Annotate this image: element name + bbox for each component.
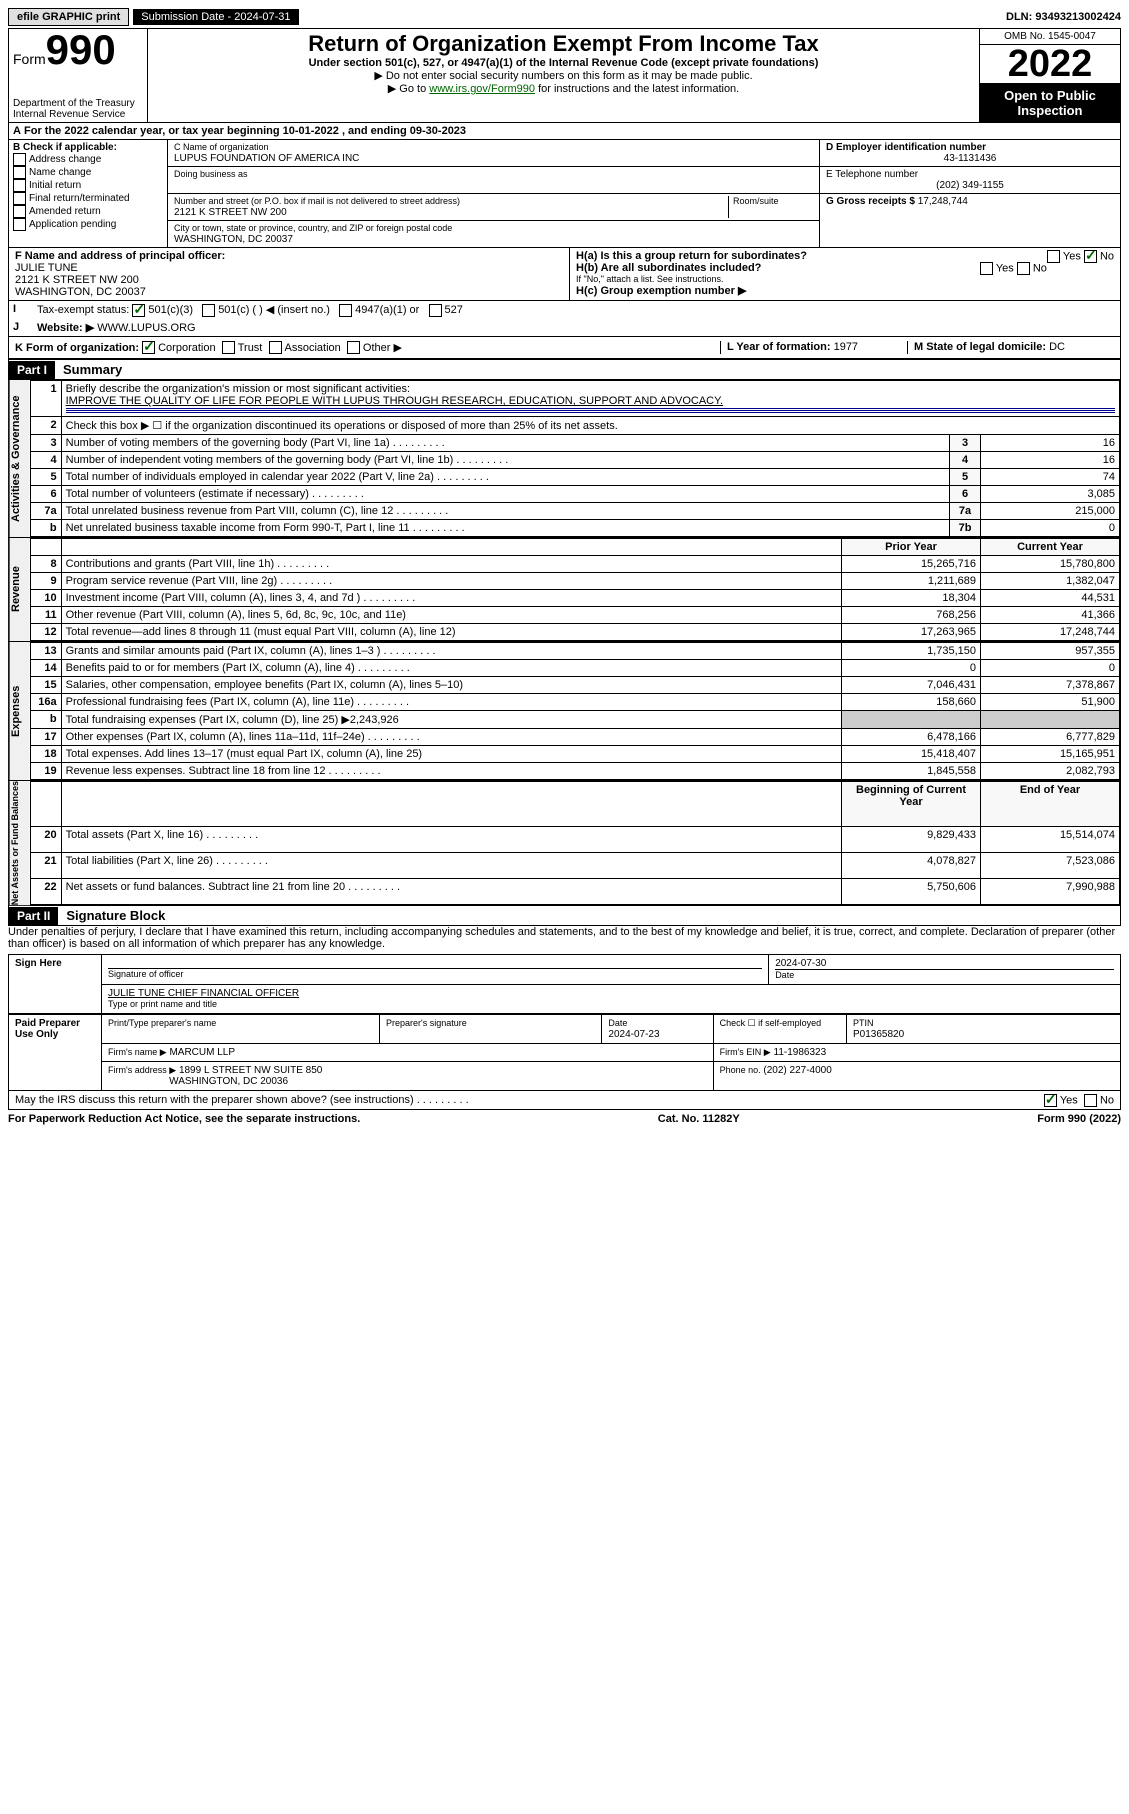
org-name: LUPUS FOUNDATION OF AMERICA INC xyxy=(174,153,359,164)
box-f-label: F Name and address of principal officer: xyxy=(15,250,225,262)
footer-left: For Paperwork Reduction Act Notice, see … xyxy=(8,1113,360,1125)
firm-name: MARCUM LLP xyxy=(169,1047,235,1058)
line-hb-note: If "No," attach a list. See instructions… xyxy=(576,274,1114,284)
part2-title: Signature Block xyxy=(58,906,173,925)
line-j: Website: ▶ WWW.LUPUS.ORG xyxy=(33,319,1120,336)
form-header: Form990 Department of the Treasury Inter… xyxy=(8,28,1121,123)
chk-final-return[interactable]: Final return/terminated xyxy=(29,193,130,204)
efile-print-button[interactable]: efile GRAPHIC print xyxy=(8,8,129,26)
may-discuss: May the IRS discuss this return with the… xyxy=(8,1091,1121,1110)
chk-initial-return[interactable]: Initial return xyxy=(29,180,81,191)
val-8-cy: 15,780,800 xyxy=(981,556,1120,573)
val-6: 3,085 xyxy=(981,486,1120,503)
part1-title: Summary xyxy=(55,360,130,379)
org-city: WASHINGTON, DC 20037 xyxy=(174,234,293,245)
box-b: B Check if applicable: Address change Na… xyxy=(9,140,168,247)
sign-date: 2024-07-30 xyxy=(775,958,826,969)
line-2: Check this box ▶ ☐ if the organization d… xyxy=(61,417,1119,435)
firm-ein: 11-1986323 xyxy=(774,1047,827,1058)
firm-phone: (202) 227-4000 xyxy=(763,1065,831,1076)
part2-header: Part II xyxy=(9,907,58,925)
form-subtitle: Under section 501(c), 527, or 4947(a)(1)… xyxy=(152,57,975,69)
tab-activities: Activities & Governance xyxy=(9,380,30,537)
chk-amended[interactable]: Amended return xyxy=(29,206,101,217)
form-note-1: ▶ Do not enter social security numbers o… xyxy=(152,69,975,82)
tab-net-assets: Net Assets or Fund Balances xyxy=(9,781,30,905)
form-number: 990 xyxy=(46,26,116,73)
officer-name: JULIE TUNE xyxy=(15,262,78,274)
val-5: 74 xyxy=(981,469,1120,486)
top-toolbar: efile GRAPHIC print Submission Date - 20… xyxy=(8,8,1121,26)
line-i: Tax-exempt status: 501(c)(3) 501(c) ( ) … xyxy=(33,301,1120,319)
line-l: L Year of formation: 1977 xyxy=(720,341,907,355)
officer-addr1: 2121 K STREET NW 200 xyxy=(15,274,139,286)
form-label: Form xyxy=(13,51,46,67)
footer-right: Form 990 (2022) xyxy=(1037,1113,1121,1125)
tab-expenses: Expenses xyxy=(9,642,30,780)
open-to-public: Open to Public Inspection xyxy=(980,84,1120,122)
dln: DLN: 93493213002424 xyxy=(1006,11,1121,23)
declaration: Under penalties of perjury, I declare th… xyxy=(8,926,1121,950)
line-m: M State of legal domicile: DC xyxy=(907,341,1114,355)
line-k: K Form of organization: Corporation Trus… xyxy=(15,341,720,355)
phone: (202) 349-1155 xyxy=(826,180,1114,191)
part1-header: Part I xyxy=(9,361,55,379)
val-3: 16 xyxy=(981,435,1120,452)
irs-link[interactable]: www.irs.gov/Form990 xyxy=(429,83,535,95)
chk-app-pending[interactable]: Application pending xyxy=(29,219,116,230)
line-ha: H(a) Is this a group return for subordin… xyxy=(576,250,1114,262)
val-4: 16 xyxy=(981,452,1120,469)
officer-addr2: WASHINGTON, DC 20037 xyxy=(15,286,146,298)
val-7b: 0 xyxy=(981,520,1120,537)
org-street: 2121 K STREET NW 200 xyxy=(174,207,287,218)
form-title: Return of Organization Exempt From Incom… xyxy=(152,31,975,57)
gross-receipts: 17,248,744 xyxy=(918,196,968,207)
footer-center: Cat. No. 11282Y xyxy=(658,1113,740,1125)
submission-date: Submission Date - 2024-07-31 xyxy=(133,9,298,25)
val-7a: 215,000 xyxy=(981,503,1120,520)
chk-address-change[interactable]: Address change xyxy=(29,154,101,165)
line-hb: H(b) Are all subordinates included? Yes … xyxy=(576,262,1114,274)
form-note-2: ▶ Go to www.irs.gov/Form990 for instruct… xyxy=(152,82,975,95)
officer-signature-name: JULIE TUNE CHIEF FINANCIAL OFFICER xyxy=(108,988,299,999)
website[interactable]: WWW.LUPUS.ORG xyxy=(97,322,195,334)
dept-treasury: Department of the Treasury Internal Reve… xyxy=(13,98,143,120)
ein: 43-1131436 xyxy=(826,153,1114,164)
line-a: A For the 2022 calendar year, or tax yea… xyxy=(9,123,1120,140)
tab-revenue: Revenue xyxy=(9,538,30,641)
sign-here-label: Sign Here xyxy=(9,955,102,1014)
chk-name-change[interactable]: Name change xyxy=(29,167,91,178)
line-hc: H(c) Group exemption number ▶ xyxy=(576,284,1114,297)
ptin: P01365820 xyxy=(853,1029,904,1040)
paid-preparer-label: Paid Preparer Use Only xyxy=(9,1015,102,1091)
val-8-py: 15,265,716 xyxy=(842,556,981,573)
firm-addr: 1899 L STREET NW SUITE 850 xyxy=(179,1065,322,1076)
mission: IMPROVE THE QUALITY OF LIFE FOR PEOPLE W… xyxy=(66,395,723,407)
tax-year: 2022 xyxy=(980,45,1120,84)
